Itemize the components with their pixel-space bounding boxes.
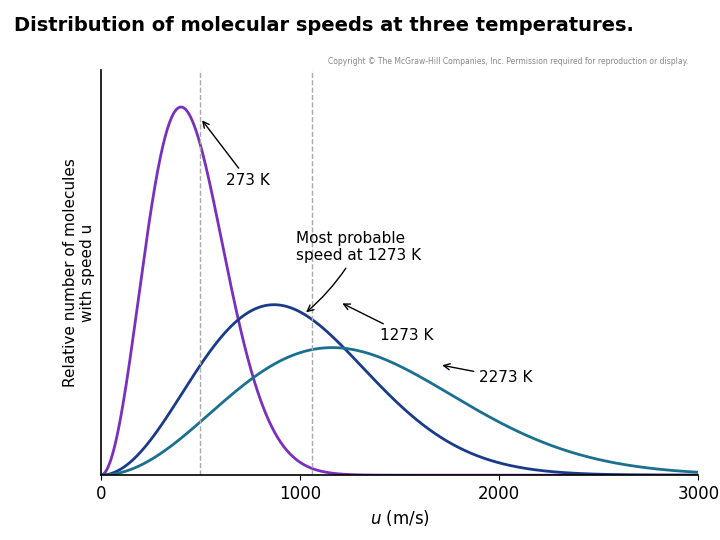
Text: Distribution of molecular speeds at three temperatures.: Distribution of molecular speeds at thre… [14,16,634,35]
Text: 1273 K: 1273 K [343,304,433,343]
Y-axis label: Relative number of molecules
with speed u: Relative number of molecules with speed … [63,158,95,387]
Text: Most probable
speed at 1273 K: Most probable speed at 1273 K [296,231,421,312]
Text: Copyright © The McGraw-Hill Companies, Inc. Permission required for reproduction: Copyright © The McGraw-Hill Companies, I… [328,57,688,66]
X-axis label: $\mathit{u}$ (m/s): $\mathit{u}$ (m/s) [369,509,430,529]
Text: 273 K: 273 K [203,122,270,188]
Text: 2273 K: 2273 K [444,364,533,385]
